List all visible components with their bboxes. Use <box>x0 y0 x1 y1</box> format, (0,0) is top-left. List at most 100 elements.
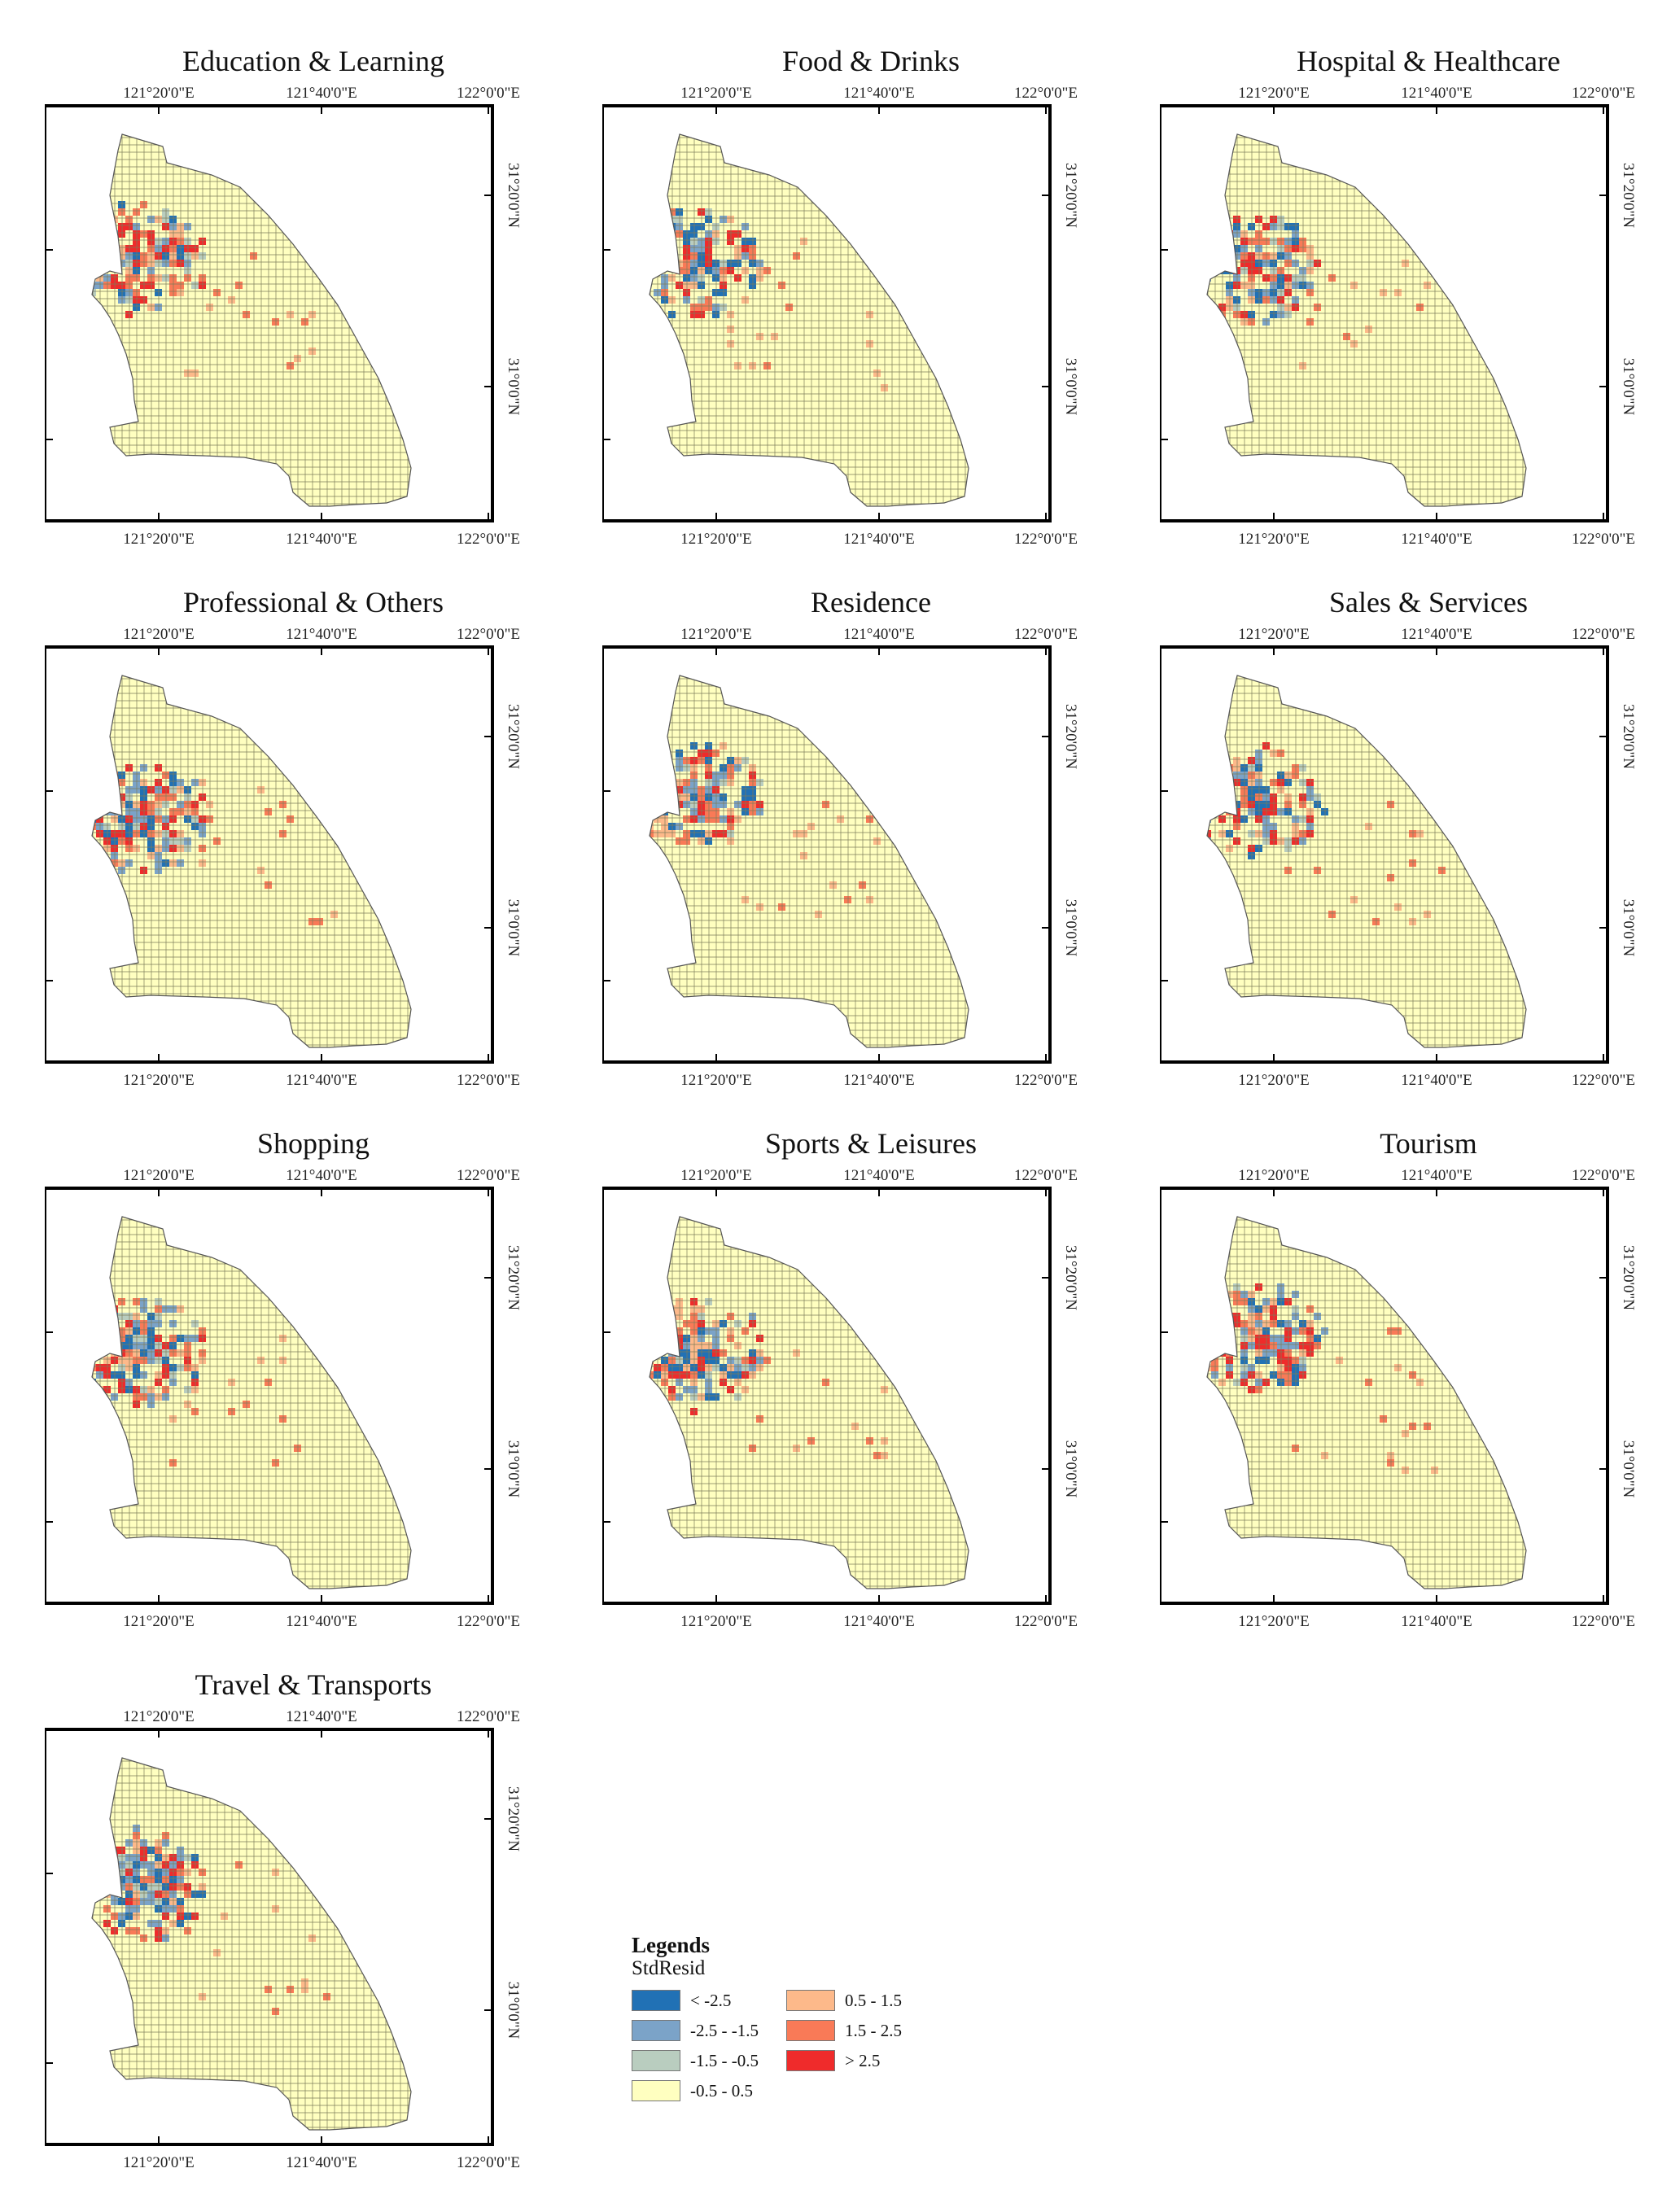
residual-cell <box>690 786 698 793</box>
residual-cell <box>654 216 661 223</box>
residual-cell <box>330 911 338 918</box>
lon-label-top: 122°0'0"E <box>457 85 520 102</box>
residual-cell <box>720 793 727 801</box>
residual-cell <box>125 830 133 837</box>
lon-label-bottom: 121°20'0"E <box>123 1613 194 1630</box>
residual-cell <box>81 1913 89 1920</box>
residual-cell <box>705 1379 712 1386</box>
residual-cell <box>155 786 162 793</box>
residual-cell <box>125 815 133 823</box>
residual-cell <box>683 274 690 282</box>
residual-cell <box>169 1876 177 1883</box>
residual-cell <box>1409 1423 1416 1430</box>
residual-cell <box>1292 837 1299 845</box>
residual-cell <box>712 815 720 823</box>
residual-cell <box>1270 289 1277 296</box>
residual-cell <box>206 815 213 823</box>
residual-cell <box>133 801 140 808</box>
land-area <box>1207 1217 1526 1589</box>
coastline <box>91 133 412 507</box>
residual-cell <box>639 282 646 289</box>
residual-cell <box>103 845 111 852</box>
residual-cell <box>1226 830 1233 837</box>
residual-cell <box>727 772 734 779</box>
map-frame <box>1160 1187 1609 1605</box>
residual-cell <box>1306 786 1314 793</box>
residual-cell <box>111 252 118 260</box>
residual-cell <box>1218 793 1226 801</box>
residual-cell <box>1211 1349 1218 1357</box>
residual-cell <box>1446 801 1453 808</box>
residual-cell <box>272 1905 279 1913</box>
residual-cell <box>1240 1327 1248 1335</box>
residual-cell <box>155 808 162 815</box>
residual-cell <box>169 216 177 223</box>
residual-cell <box>155 1869 162 1876</box>
residual-cell <box>162 786 169 793</box>
residual-cell <box>1306 289 1314 296</box>
residual-cell <box>155 793 162 801</box>
legend-item: -2.5 - -1.5 <box>632 2020 759 2041</box>
residual-cell <box>1292 823 1299 830</box>
residual-cell <box>1292 223 1299 230</box>
residual-cell <box>720 1364 727 1371</box>
residual-cell <box>147 1349 155 1357</box>
residual-cell <box>712 750 720 757</box>
residual-cell <box>654 1327 661 1335</box>
residual-cell <box>74 815 81 823</box>
residual-cell <box>96 267 103 274</box>
residual-cell <box>133 1891 140 1898</box>
residual-cell <box>81 245 89 252</box>
residual-cell <box>1240 252 1248 260</box>
residual-cell <box>749 1349 756 1357</box>
map-svg: 121°20'0"E121°20'0"E121°40'0"E121°40'0"E… <box>1160 1167 1637 1630</box>
residual-cell <box>639 1335 646 1342</box>
residual-cell <box>690 1364 698 1371</box>
residual-cell <box>712 260 720 267</box>
lon-label-top: 122°0'0"E <box>1014 626 1078 643</box>
residual-cell <box>1277 1335 1284 1342</box>
residual-cell <box>162 1839 169 1847</box>
residual-cell <box>1248 223 1255 230</box>
residual-cell <box>650 1342 654 1349</box>
residual-cell <box>1416 830 1424 837</box>
residual-cell <box>103 238 111 245</box>
residual-cell <box>881 1349 888 1357</box>
residual-cell <box>1211 1305 1218 1313</box>
residual-cell <box>639 245 646 252</box>
residual-cell <box>191 252 199 260</box>
residual-cell <box>177 1364 184 1371</box>
residual-cell <box>155 1393 162 1401</box>
residual-cell <box>1240 1335 1248 1342</box>
residual-cell <box>676 750 683 757</box>
residual-cell <box>734 1357 741 1364</box>
residual-cell <box>668 274 676 282</box>
residual-cell <box>169 1869 177 1876</box>
residual-cell <box>727 326 734 333</box>
residual-cell <box>661 779 668 786</box>
residual-cell <box>683 1371 690 1379</box>
residual-cell <box>639 801 646 808</box>
residual-cell <box>199 859 206 867</box>
lon-label-top: 121°40'0"E <box>286 626 357 643</box>
residual-cell <box>1284 245 1292 252</box>
coastline <box>91 1757 412 2131</box>
lon-label-bottom: 121°20'0"E <box>680 531 751 548</box>
residual-cell <box>741 252 749 260</box>
residual-cell <box>147 801 155 808</box>
residual-cell <box>118 1342 125 1349</box>
residual-cell <box>650 1342 654 1349</box>
residual-cell <box>661 260 668 267</box>
residual-cell <box>650 1371 654 1379</box>
residual-cell <box>118 1847 125 1854</box>
residual-cell <box>1284 1371 1292 1379</box>
residual-cell <box>147 1327 155 1335</box>
residual-cell <box>140 1898 147 1905</box>
residual-cell <box>147 1335 155 1342</box>
map-frame <box>1160 104 1609 522</box>
residual-cell <box>125 1891 133 1898</box>
residual-cell <box>1233 779 1240 786</box>
residual-cell <box>1314 260 1321 267</box>
residual-cell <box>133 1357 140 1364</box>
residual-cell <box>1262 1320 1270 1327</box>
